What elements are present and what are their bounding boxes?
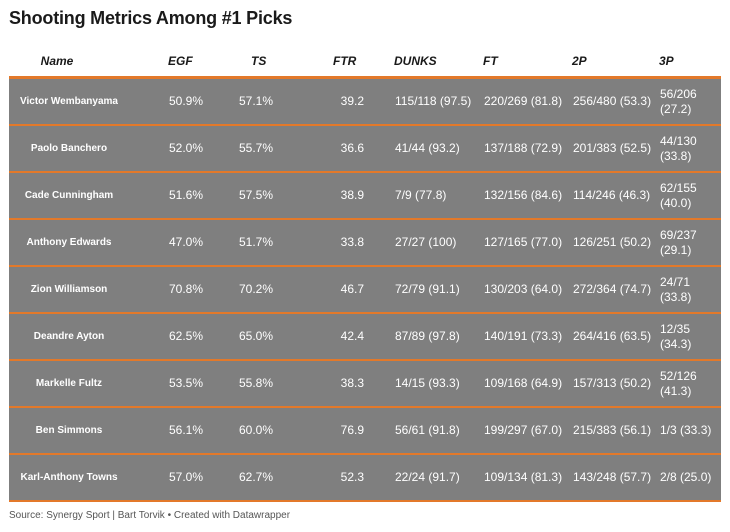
cell-2p: 201/383 (52.5) — [570, 125, 657, 173]
cell-dunks: 56/61 (91.8) — [392, 407, 481, 455]
cell-name: Deandre Ayton — [9, 313, 129, 361]
table-row: Karl-Anthony Towns 57.0% 62.7% 52.3 22/24 (9… — [9, 454, 721, 502]
table-row: Zion Williamson 70.8% 70.2% 46.7 72/79 (91.1… — [9, 266, 721, 314]
header-egf[interactable]: EGF — [129, 46, 231, 79]
cell-2p: 126/251 (50.2) — [570, 219, 657, 267]
cell-ft: 109/134 (81.3) — [481, 454, 570, 502]
table-row: Paolo Banchero 52.0% 55.7% 36.6 41/44 (93.2)… — [9, 125, 721, 173]
table-row: Markelle Fultz 53.5% 55.8% 38.3 14/15 (93.3)… — [9, 360, 721, 408]
cell-3p: 44/130 (33.8) — [657, 125, 721, 173]
cell-3p: 24/71 (33.8) — [657, 266, 721, 314]
cell-ftr: 38.3 — [321, 360, 392, 408]
cell-3p: 56/206 (27.2) — [657, 77, 721, 126]
cell-3p: 2/8 (25.0) — [657, 454, 721, 502]
cell-2p: 143/248 (57.7) — [570, 454, 657, 502]
cell-name: Zion Williamson — [9, 266, 129, 314]
cell-ts: 57.1% — [231, 77, 321, 126]
header-dunks[interactable]: DUNKS — [392, 46, 481, 79]
cell-ts: 65.0% — [231, 313, 321, 361]
cell-egf: 70.8% — [129, 266, 231, 314]
table-body: Victor Wembanyama 50.9% 57.1% 39.2 115/118 (… — [9, 77, 721, 502]
header-ts[interactable]: TS — [231, 46, 321, 79]
table-row: Cade Cunningham 51.6% 57.5% 38.9 7/9 (77.8) 1… — [9, 172, 721, 220]
cell-dunks: 87/89 (97.8) — [392, 313, 481, 361]
cell-name: Markelle Fultz — [9, 360, 129, 408]
cell-2p: 264/416 (63.5) — [570, 313, 657, 361]
cell-3p: 69/237 (29.1) — [657, 219, 721, 267]
chart-title: Shooting Metrics Among #1 Picks — [9, 8, 293, 28]
cell-ts: 55.8% — [231, 360, 321, 408]
cell-dunks: 41/44 (93.2) — [392, 125, 481, 173]
header-ft[interactable]: FT — [481, 46, 570, 79]
header-name[interactable]: Name — [9, 46, 129, 79]
cell-ftr: 33.8 — [321, 219, 392, 267]
table-row: Ben Simmons 56.1% 60.0% 76.9 56/61 (91.8) 199… — [9, 407, 721, 455]
cell-ftr: 38.9 — [321, 172, 392, 220]
cell-2p: 256/480 (53.3) — [570, 77, 657, 126]
cell-dunks: 22/24 (91.7) — [392, 454, 481, 502]
cell-2p: 215/383 (56.1) — [570, 407, 657, 455]
header-ftr[interactable]: FTR — [321, 46, 392, 79]
cell-ft: 132/156 (84.6) — [481, 172, 570, 220]
cell-ft: 130/203 (64.0) — [481, 266, 570, 314]
cell-dunks: 27/27 (100) — [392, 219, 481, 267]
cell-3p: 12/35 (34.3) — [657, 313, 721, 361]
header-3p[interactable]: 3P — [657, 46, 721, 79]
header-2p[interactable]: 2P — [570, 46, 657, 79]
cell-ft: 199/297 (67.0) — [481, 407, 570, 455]
cell-ftr: 46.7 — [321, 266, 392, 314]
cell-3p: 1/3 (33.3) — [657, 407, 721, 455]
cell-ftr: 39.2 — [321, 77, 392, 126]
metrics-table: Name EGF TS FTR DUNKS FT 2P 3P Victor We… — [9, 46, 721, 502]
cell-ts: 51.7% — [231, 219, 321, 267]
cell-dunks: 115/118 (97.5) — [392, 77, 481, 126]
cell-2p: 272/364 (74.7) — [570, 266, 657, 314]
cell-ts: 57.5% — [231, 172, 321, 220]
cell-ft: 137/188 (72.9) — [481, 125, 570, 173]
cell-egf: 62.5% — [129, 313, 231, 361]
cell-dunks: 72/79 (91.1) — [392, 266, 481, 314]
cell-ftr: 76.9 — [321, 407, 392, 455]
cell-2p: 114/246 (46.3) — [570, 172, 657, 220]
cell-ts: 70.2% — [231, 266, 321, 314]
cell-ftr: 42.4 — [321, 313, 392, 361]
cell-name: Ben Simmons — [9, 407, 129, 455]
cell-ft: 127/165 (77.0) — [481, 219, 570, 267]
cell-egf: 51.6% — [129, 172, 231, 220]
cell-ft: 109/168 (64.9) — [481, 360, 570, 408]
cell-name: Cade Cunningham — [9, 172, 129, 220]
cell-egf: 56.1% — [129, 407, 231, 455]
cell-egf: 47.0% — [129, 219, 231, 267]
cell-ts: 55.7% — [231, 125, 321, 173]
cell-egf: 53.5% — [129, 360, 231, 408]
header-row: Name EGF TS FTR DUNKS FT 2P 3P — [9, 46, 721, 79]
cell-name: Victor Wembanyama — [9, 77, 129, 126]
cell-2p: 157/313 (50.2) — [570, 360, 657, 408]
cell-egf: 52.0% — [129, 125, 231, 173]
cell-ftr: 52.3 — [321, 454, 392, 502]
cell-name: Karl-Anthony Towns — [9, 454, 129, 502]
cell-egf: 50.9% — [129, 77, 231, 126]
cell-ft: 220/269 (81.8) — [481, 77, 570, 126]
table-row: Deandre Ayton 62.5% 65.0% 42.4 87/89 (97.8) 1… — [9, 313, 721, 361]
cell-ts: 62.7% — [231, 454, 321, 502]
cell-ts: 60.0% — [231, 407, 321, 455]
cell-ftr: 36.6 — [321, 125, 392, 173]
cell-ft: 140/191 (73.3) — [481, 313, 570, 361]
source-note: Source: Synergy Sport | Bart Torvik • Cr… — [9, 510, 291, 521]
cell-dunks: 14/15 (93.3) — [392, 360, 481, 408]
cell-3p: 62/155 (40.0) — [657, 172, 721, 220]
table-row: Anthony Edwards 47.0% 51.7% 33.8 27/27 (100)… — [9, 219, 721, 267]
cell-3p: 52/126 (41.3) — [657, 360, 721, 408]
cell-dunks: 7/9 (77.8) — [392, 172, 481, 220]
table-row: Victor Wembanyama 50.9% 57.1% 39.2 115/118 (… — [9, 77, 721, 126]
cell-name: Anthony Edwards — [9, 219, 129, 267]
cell-egf: 57.0% — [129, 454, 231, 502]
cell-name: Paolo Banchero — [9, 125, 129, 173]
